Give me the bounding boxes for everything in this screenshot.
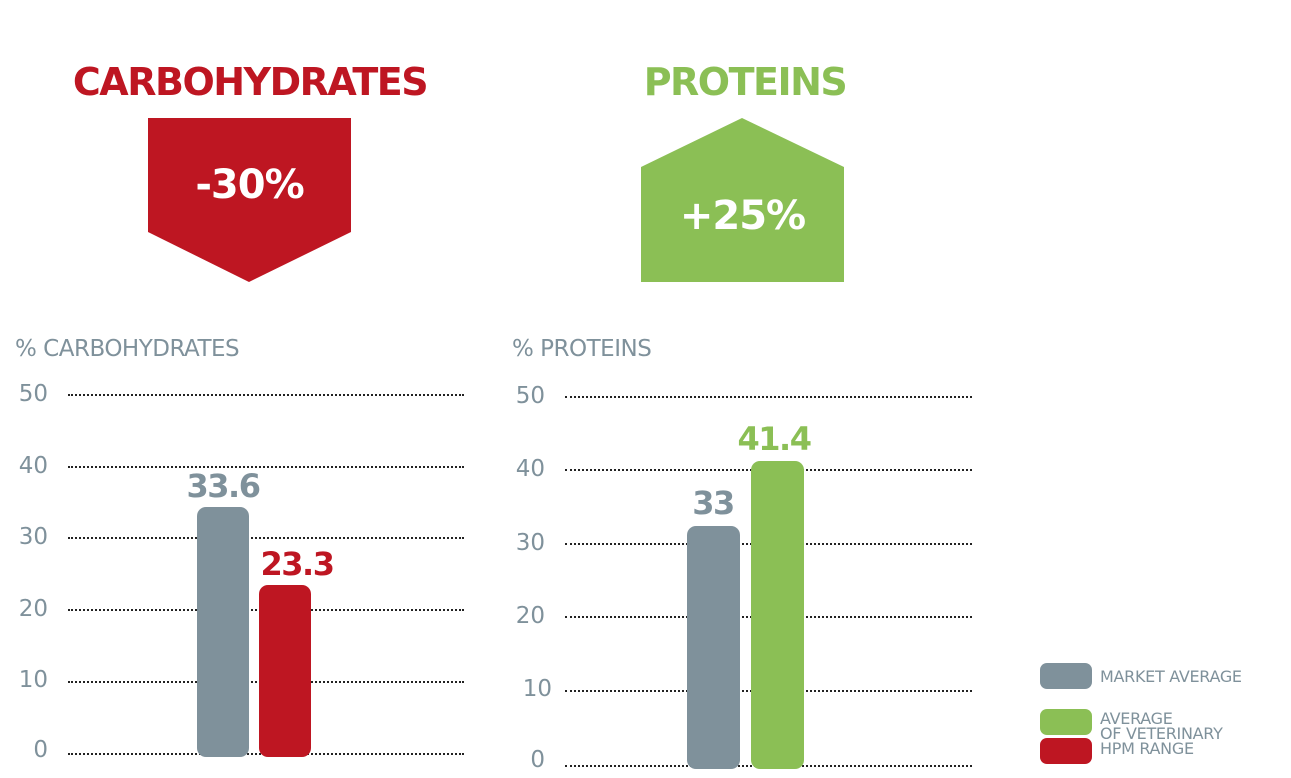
carb-value-market-average: 33.6	[186, 467, 261, 505]
protein-ytick-50: 50	[515, 383, 545, 409]
carb-gridline-50	[68, 394, 464, 396]
carb-gridline-40	[68, 466, 464, 468]
carb-gridline-30	[68, 537, 464, 539]
protein-gridline-50	[565, 396, 972, 398]
carb-ytick-50: 50	[18, 381, 48, 407]
carb-ytick-0: 0	[33, 737, 48, 763]
carb-change-value: -30%	[195, 162, 304, 208]
carb-ytick-30: 30	[18, 524, 48, 550]
protein-ytick-40: 40	[515, 456, 545, 482]
carb-bar-market-average	[197, 507, 249, 757]
protein-ytick-20: 20	[515, 603, 545, 629]
protein-bar-market-average	[687, 526, 740, 769]
carb-down-arrow-icon	[148, 118, 351, 282]
carb-chart-title: % CARBOHYDRATES	[15, 336, 240, 362]
protein-ytick-30: 30	[515, 530, 545, 556]
legend-swatch-veterinary-carbs	[1040, 738, 1092, 764]
protein-ytick-10: 10	[522, 676, 552, 702]
carb-bar-veterinary-hpm	[259, 585, 311, 757]
carb-ytick-40: 40	[18, 453, 48, 479]
legend-label-market-average: MARKET AVERAGE	[1100, 667, 1242, 686]
carb-headline: CARBOHYDRATES	[72, 60, 429, 104]
legend-label-veterinary-hpm: AVERAGE OF VETERINARY HPM RANGE	[1100, 709, 1223, 758]
protein-change-value: +25%	[679, 193, 806, 239]
protein-chart-title: % PROTEINS	[512, 336, 652, 362]
carb-value-veterinary-hpm: 23.3	[260, 545, 335, 583]
protein-ytick-0: 0	[530, 747, 545, 773]
protein-headline: PROTEINS	[643, 60, 848, 104]
protein-value-veterinary-hpm: 41.4	[737, 420, 812, 458]
legend-swatch-market-average	[1040, 663, 1092, 689]
legend-label-line-2: OF VETERINARY	[1100, 724, 1223, 743]
carb-ytick-20: 20	[18, 596, 48, 622]
protein-bar-veterinary-hpm	[751, 461, 804, 769]
protein-up-arrow-icon	[641, 118, 844, 282]
protein-value-market-average: 33	[692, 484, 735, 522]
legend-label-line-1: AVERAGE	[1100, 709, 1173, 728]
legend-label-line-3: HPM RANGE	[1100, 739, 1194, 758]
legend-swatch-veterinary-proteins	[1040, 709, 1092, 735]
carb-ytick-10: 10	[18, 667, 48, 693]
